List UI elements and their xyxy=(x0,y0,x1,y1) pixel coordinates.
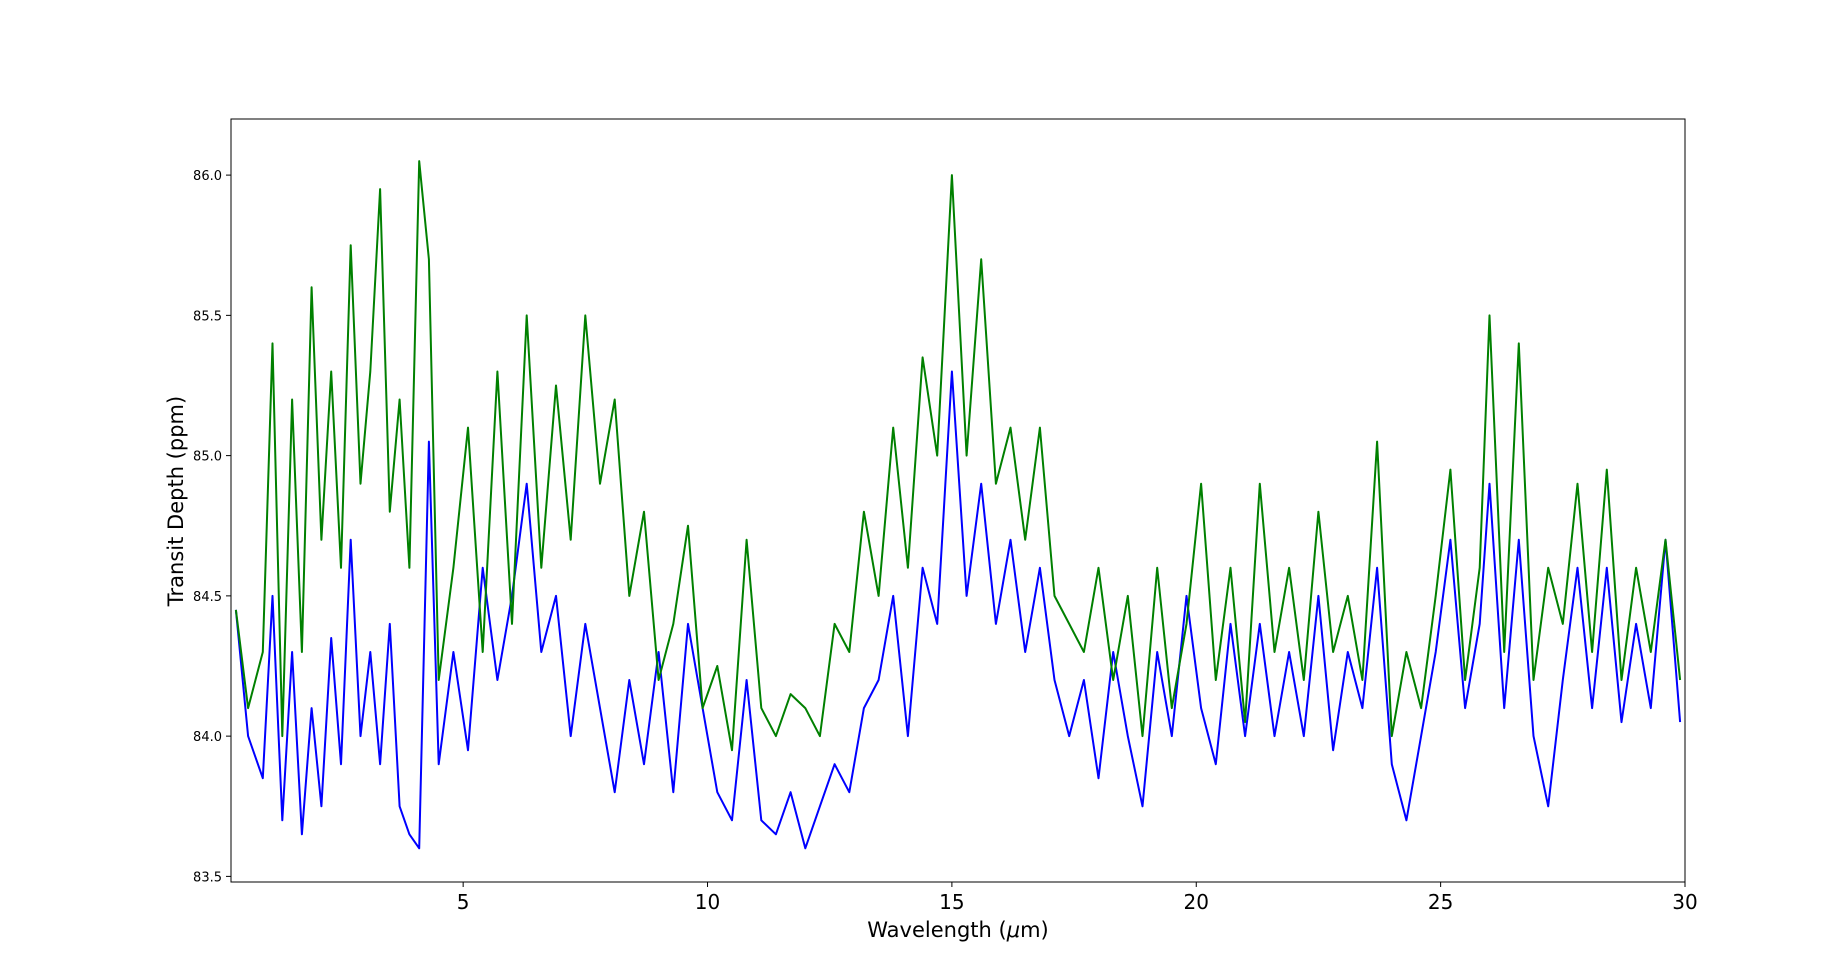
plot-frame xyxy=(230,118,1686,883)
x-axis-ticks: 5 10 15 20 25 30 xyxy=(457,882,1698,914)
y-axis-label: Transit Depth (ppm) xyxy=(164,396,188,607)
x-axis-label: Wavelength (μm) xyxy=(867,918,1048,942)
y-tick-label: 84.0 xyxy=(193,730,222,745)
y-tick-label: 83.5 xyxy=(193,870,222,885)
x-tick-label: 30 xyxy=(1672,890,1697,914)
series-line-1 xyxy=(234,370,1682,850)
y-tick-label: 84.5 xyxy=(193,590,222,605)
series-line-0 xyxy=(234,160,1682,752)
x-tick-label: 10 xyxy=(695,890,720,914)
plot-lines xyxy=(234,160,1682,850)
y-axis-ticks: 83.5 84.0 84.5 85.0 85.5 86.0 xyxy=(193,169,231,885)
y-tick-label: 85.0 xyxy=(193,450,222,465)
y-tick-label: 85.5 xyxy=(193,309,222,324)
y-tick-label: 86.0 xyxy=(193,169,222,184)
x-tick-label: 25 xyxy=(1428,890,1453,914)
x-tick-label: 5 xyxy=(457,890,470,914)
x-tick-label: 20 xyxy=(1184,890,1209,914)
x-tick-label: 15 xyxy=(939,890,964,914)
